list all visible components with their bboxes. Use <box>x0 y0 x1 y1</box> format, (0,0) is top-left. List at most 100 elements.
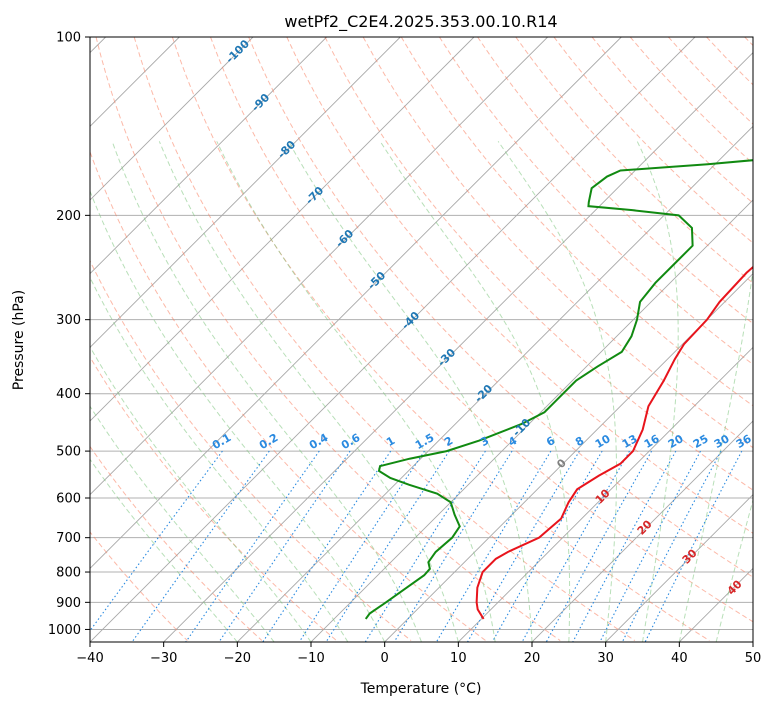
mixing-ratio-line <box>572 450 677 642</box>
isotherm-line <box>237 125 753 642</box>
isotherm-line <box>90 37 475 422</box>
x-tick-label: 50 <box>745 651 762 666</box>
mixing-ratio-label: 20 <box>666 432 686 451</box>
moist-adiabat-line <box>678 265 753 642</box>
mixing-ratio-line <box>467 450 580 642</box>
mixing-ratio-label: 10 <box>593 432 613 451</box>
isotherm-line <box>90 37 254 201</box>
dry-adiabat-label: 30 <box>680 546 700 566</box>
moist-adiabat-line <box>216 141 496 642</box>
dry-adiabat-line <box>706 37 753 86</box>
moist-adiabat-line <box>90 345 312 642</box>
dry-adiabat-line <box>171 37 710 641</box>
moist-adiabat-line <box>158 141 459 642</box>
isotherm-label: -30 <box>435 346 458 369</box>
mixing-ratio-line <box>298 450 425 642</box>
x-axis-ticks: −40 −30 −20 −10 0 10 20 30 40 50 <box>76 642 761 666</box>
y-tick-label: 400 <box>56 387 81 402</box>
x-tick-label: −20 <box>224 651 251 666</box>
mixing-ratio-line <box>521 450 630 642</box>
mixing-ratio-label: 1.5 <box>413 431 436 452</box>
moist-adiabat-line <box>497 141 618 642</box>
moist-adiabat-line <box>715 498 753 642</box>
dry-adiabat-line <box>210 37 753 623</box>
mixing-ratio-label: 0.2 <box>257 431 280 452</box>
isotherm-line <box>90 37 622 569</box>
dry-adiabat-line <box>744 37 753 47</box>
zero-isotherm-label: 0 <box>554 456 569 471</box>
dry-adiabat-line <box>439 37 753 366</box>
mixing-ratio-line <box>435 450 552 642</box>
moist-adiabat-line <box>90 405 275 642</box>
y-tick-label: 900 <box>56 596 81 611</box>
isotherm-line <box>384 273 753 642</box>
mixing-ratio-line <box>599 450 702 642</box>
y-tick-label: 700 <box>56 531 81 546</box>
y-axis-ticks: 100 200 300 400 500 600 700 800 900 1000 <box>48 31 90 638</box>
mixing-ratio-line <box>218 450 351 642</box>
y-tick-label: 300 <box>56 313 81 328</box>
dry-adiabat-line <box>591 37 753 204</box>
dry-adiabat-line <box>400 37 753 407</box>
mixing-ratio-label: 0.4 <box>307 431 331 452</box>
x-tick-label: −30 <box>150 651 177 666</box>
x-tick-label: −40 <box>76 651 103 666</box>
mixing-ratio-label: 25 <box>691 432 711 451</box>
dry-adiabat-line <box>133 37 636 641</box>
moist-adiabat-line <box>636 141 679 642</box>
dry-adiabat-line <box>362 37 753 449</box>
isotherm-label: -80 <box>275 138 298 161</box>
isotherm-label: -40 <box>399 309 422 332</box>
y-tick-label: 100 <box>56 31 81 46</box>
mixing-ratio-label: 13 <box>620 432 640 451</box>
moist-adiabat-line <box>379 141 571 642</box>
y-tick-label: 200 <box>56 209 81 224</box>
x-tick-label: −10 <box>297 651 324 666</box>
mixing-ratio-line <box>491 450 603 642</box>
isotherm-line <box>752 641 753 642</box>
moist-adiabat-line <box>90 276 349 642</box>
isotherm-label: -60 <box>333 227 356 250</box>
isotherm-label: -100 <box>223 37 252 66</box>
mixing-ratio-label: 0.6 <box>339 431 363 452</box>
isotherm-line <box>90 37 327 275</box>
mixing-ratio-line <box>621 450 722 642</box>
isotherm-line <box>90 37 696 642</box>
mixing-ratio-line <box>185 450 320 642</box>
mixing-ratio-label: 36 <box>734 432 754 451</box>
x-tick-label: 30 <box>597 651 614 666</box>
x-tick-label: 10 <box>450 651 467 666</box>
mixing-ratio-label: 30 <box>712 432 732 451</box>
dry-adiabat-line <box>90 445 263 641</box>
dry-adiabat-line <box>90 150 486 641</box>
mixing-ratio-label: 2 <box>442 434 455 449</box>
isotherm-line <box>90 37 548 496</box>
dry-adiabat-label: 10 <box>593 486 613 506</box>
mixing-ratio-line <box>545 450 653 642</box>
mixing-ratio-line <box>644 450 743 642</box>
mixing-ratio-line <box>325 450 450 642</box>
mixing-ratio-line <box>262 450 392 642</box>
isotherm-line <box>163 52 753 642</box>
mixing-ratio-line <box>90 450 223 632</box>
x-axis-title: Temperature (°C) <box>360 681 482 697</box>
mixing-ratio-line <box>131 450 270 642</box>
isotherm-label: -70 <box>303 184 326 207</box>
mixing-ratio-label: 1 <box>384 434 397 449</box>
moist-adiabat-line <box>288 141 533 642</box>
y-tick-label: 1000 <box>48 623 81 638</box>
isotherm-line <box>458 346 753 642</box>
y-tick-label: 600 <box>56 492 81 507</box>
dry-adiabat-line <box>95 37 561 641</box>
x-tick-label: 40 <box>671 651 688 666</box>
moist-adiabat-line <box>90 458 238 642</box>
dry-adiabat-label: 20 <box>635 517 655 537</box>
isotherm-label: -20 <box>472 382 495 405</box>
mixing-ratio-line <box>393 450 513 642</box>
x-tick-label: 20 <box>524 651 541 666</box>
mixing-ratio-label: 0.1 <box>210 431 233 452</box>
temperature-line <box>475 265 753 620</box>
plot-frame <box>89 36 754 643</box>
dry-adiabat-line <box>553 37 753 244</box>
